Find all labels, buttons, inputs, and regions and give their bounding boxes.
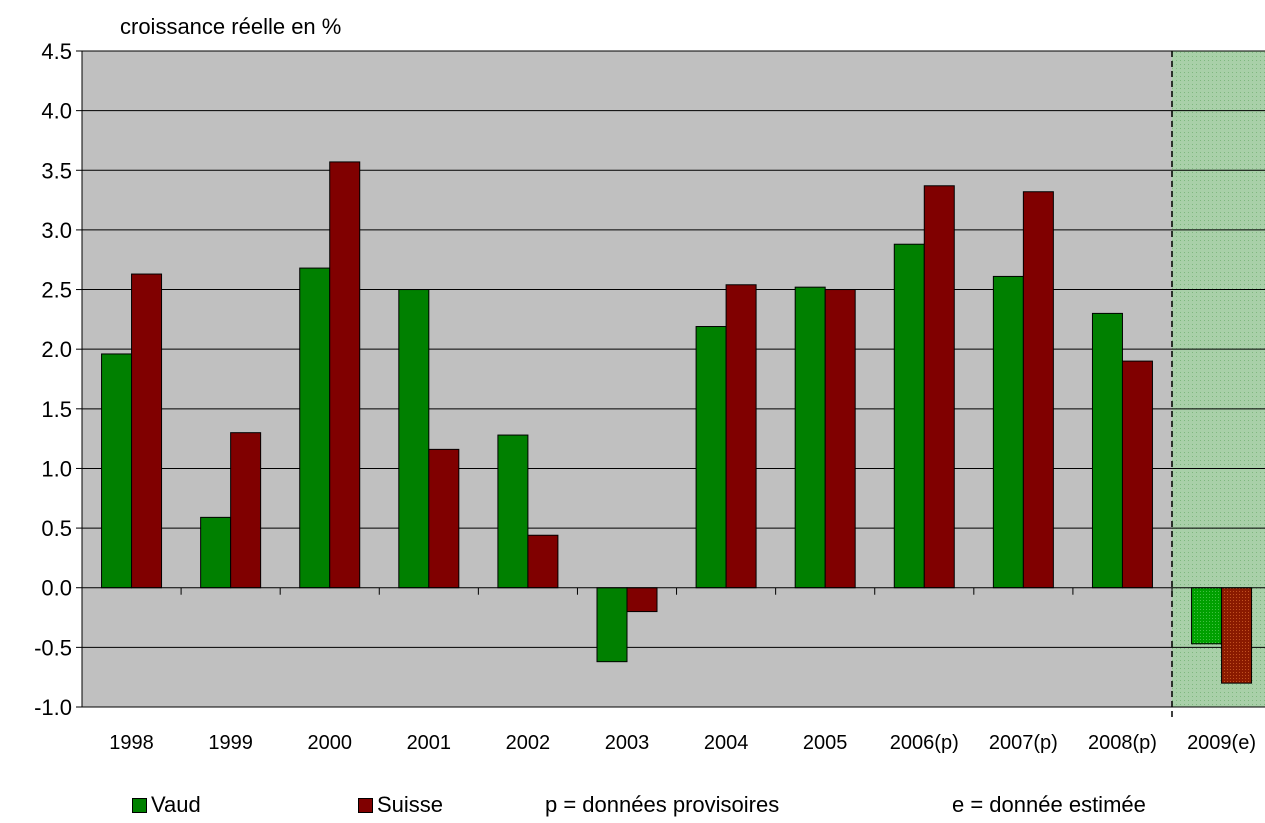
- bar-suisse-2000: [329, 161, 361, 589]
- x-tick-label-1998: 1998: [109, 732, 154, 754]
- y-tick-label: -0.5: [34, 635, 72, 660]
- note-provisional-text: p = données provisoires: [545, 792, 780, 817]
- bar-suisse-2001: [428, 448, 460, 589]
- x-tick-label-2009(e): 2009(e): [1187, 732, 1256, 754]
- x-tick-label-2008(p): 2008(p): [1088, 732, 1157, 754]
- legend-note-estimated: e = donnée estimée: [952, 792, 1146, 818]
- bar-vaud-2000: [299, 267, 331, 589]
- legend-swatch-suisse: [358, 797, 373, 813]
- x-tick-label-1999: 1999: [208, 732, 253, 754]
- bars: [101, 161, 1253, 684]
- y-tick-label: 4.0: [41, 99, 72, 124]
- bar-vaud-2009(e): [1191, 587, 1223, 645]
- y-tick-label: 4.5: [41, 39, 72, 64]
- y-axis-label: croissance réelle en %: [120, 14, 341, 39]
- y-tick-label: -1.0: [34, 695, 72, 720]
- bar-chart: croissance réelle en % 4.5 4.0 3.5 3.0 2.5 2.…: [34, 14, 1265, 754]
- bar-vaud-2005: [794, 286, 826, 589]
- y-tick-label: 1.5: [41, 397, 72, 422]
- x-tick-label-2006(p): 2006(p): [890, 732, 959, 754]
- y-axis-ticks: 4.5 4.0 3.5 3.0 2.5 2.0 1.5 1.0 0.5 0.0 -0.5 -1.0: [34, 39, 82, 720]
- bar-vaud-2006(p): [893, 243, 925, 589]
- bar-suisse-2005: [824, 289, 856, 589]
- bar-suisse-2006(p): [923, 185, 955, 589]
- y-tick-label: 2.0: [41, 337, 72, 362]
- bar-suisse-2004: [725, 284, 757, 589]
- note-estimated-text: e = donnée estimée: [952, 792, 1146, 817]
- bar-vaud-1999: [200, 516, 232, 589]
- bar-suisse-1999: [230, 432, 262, 589]
- legend-label-vaud: Vaud: [151, 792, 201, 817]
- legend-note-provisional: p = données provisoires: [545, 792, 779, 818]
- bar-suisse-2003: [626, 587, 658, 613]
- x-tick-label-2004: 2004: [704, 732, 749, 754]
- x-tick-label-2001: 2001: [407, 732, 452, 754]
- legend-label-suisse: Suisse: [377, 792, 444, 817]
- legend-suisse: Suisse: [358, 792, 443, 818]
- y-tick-label: 3.0: [41, 218, 72, 243]
- bar-suisse-1998: [131, 273, 163, 589]
- x-tick-label-2007(p): 2007(p): [989, 732, 1058, 754]
- legend-vaud: Vaud: [132, 792, 201, 818]
- bar-suisse-2008(p): [1121, 360, 1153, 589]
- x-tick-label-2005: 2005: [803, 732, 848, 754]
- bar-vaud-2001: [398, 289, 430, 589]
- bar-vaud-2004: [695, 326, 727, 589]
- bar-vaud-2007(p): [992, 275, 1024, 589]
- y-tick-label: 2.5: [41, 278, 72, 303]
- x-tick-label-2000: 2000: [307, 732, 352, 754]
- x-tick-label-2002: 2002: [506, 732, 551, 754]
- bar-vaud-1998: [101, 353, 133, 589]
- legend-swatch-vaud: [132, 797, 147, 813]
- x-tick-label-2003: 2003: [605, 732, 650, 754]
- bar-vaud-2003: [596, 587, 628, 663]
- grid-lines: [82, 50, 1265, 708]
- bar-suisse-2007(p): [1022, 191, 1054, 589]
- bar-suisse-2009(e): [1221, 587, 1253, 684]
- y-tick-label: 0.5: [41, 516, 72, 541]
- bar-vaud-2002: [497, 434, 529, 589]
- bar-suisse-2002: [527, 534, 559, 589]
- y-tick-label: 3.5: [41, 158, 72, 183]
- x-axis-ticks: 1998 1999 2000 2001 2002 2003 2004 2005 2006(p) 2…: [109, 587, 1256, 754]
- y-tick-label: 1.0: [41, 456, 72, 481]
- y-tick-label: 0.0: [41, 576, 72, 601]
- bar-vaud-2008(p): [1091, 312, 1123, 589]
